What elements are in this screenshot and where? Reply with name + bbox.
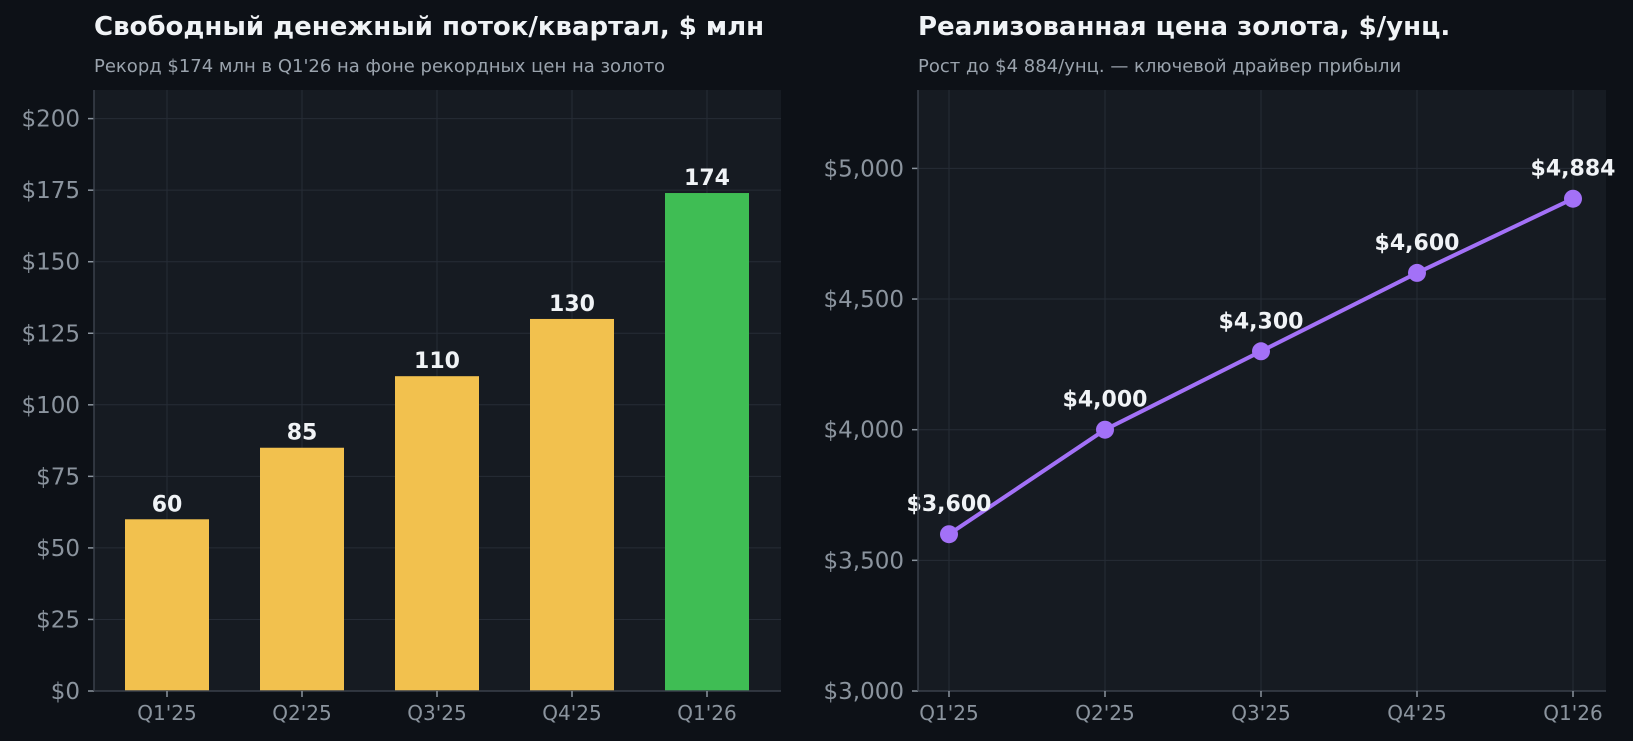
fcf-axes: $0 $25 $50 $75 $100 $125 $150 $175 $200 Q1'25 Q2'2…	[21, 90, 781, 725]
gold-gridlines	[918, 90, 1606, 692]
fcf-bar-value-label: 85	[287, 421, 318, 446]
gold-ytick-label: $3,500	[824, 548, 904, 574]
gold-ytick-label: $5,000	[824, 156, 904, 182]
fcf-bar	[125, 519, 209, 691]
gold-price-point	[1252, 342, 1270, 361]
fcf-ytick-label: $50	[36, 536, 80, 562]
gold-xtick-label: Q1'25	[919, 701, 978, 725]
gold-price-point	[1408, 263, 1426, 282]
fcf-xtick-label: Q2'25	[272, 701, 331, 725]
fcf-ytick-label: $25	[36, 607, 80, 633]
fcf-bar	[260, 447, 344, 691]
gold-xtick-label: Q4'25	[1387, 701, 1446, 725]
gold-xtick-label: Q1'26	[1543, 701, 1602, 725]
gold-price-value-label: $4,300	[1219, 309, 1304, 334]
gold-price-line-chart: Реализованная цена золота, $/унц. Рост д…	[824, 12, 1616, 725]
fcf-chart-subtitle: Рекорд $174 млн в Q1'26 на фоне рекордны…	[94, 56, 665, 77]
fcf-ytick-label: $0	[51, 679, 80, 705]
fcf-bars: 60 85 110 130 174	[125, 166, 749, 691]
gold-price-point	[940, 525, 958, 544]
gold-price-point	[1096, 420, 1114, 439]
fcf-xtick-label: Q1'25	[137, 701, 196, 725]
gold-axes: $3,000 $3,500 $4,000 $4,500 $5,000 Q1'25 Q2'25…	[824, 90, 1606, 725]
fcf-ytick-label: $175	[21, 178, 80, 204]
gold-xtick-label: Q2'25	[1075, 701, 1134, 725]
fcf-bar-value-label: 174	[684, 166, 730, 191]
fcf-bar	[395, 376, 479, 691]
gold-price-value-label: $4,600	[1375, 231, 1460, 256]
fcf-ytick-label: $150	[21, 250, 80, 276]
fcf-chart-title: Свободный денежный поток/квартал, $ млн	[94, 12, 764, 42]
gold-line-series: $3,600 $4,000 $4,300 $4,600 $4,884	[907, 157, 1616, 544]
fcf-ytick-label: $100	[21, 393, 80, 419]
gold-price-point	[1564, 189, 1582, 208]
fcf-xtick-label: Q4'25	[542, 701, 601, 725]
fcf-bar-chart: Свободный денежный поток/квартал, $ млн …	[21, 12, 781, 725]
fcf-xtick-label: Q3'25	[407, 701, 466, 725]
fcf-bar-value-label: 60	[152, 492, 183, 517]
fcf-bar-value-label: 130	[549, 292, 595, 317]
gold-price-value-label: $4,000	[1063, 388, 1148, 413]
gold-chart-title: Реализованная цена золота, $/унц.	[918, 12, 1450, 42]
gold-plot-area	[918, 90, 1606, 691]
gold-chart-subtitle: Рост до $4 884/унц. — ключевой драйвер п…	[918, 56, 1401, 77]
gold-ytick-label: $4,000	[824, 418, 904, 444]
fcf-bar	[530, 318, 614, 691]
fcf-ytick-label: $125	[21, 321, 80, 347]
gold-xtick-label: Q3'25	[1231, 701, 1290, 725]
fcf-bar	[665, 193, 749, 691]
gold-ytick-label: $4,500	[824, 287, 904, 313]
gold-price-value-label: $4,884	[1531, 157, 1616, 182]
fcf-xtick-label: Q1'26	[677, 701, 736, 725]
gold-ytick-label: $3,000	[824, 679, 904, 705]
gold-price-value-label: $3,600	[907, 492, 992, 517]
fcf-bar-value-label: 110	[414, 349, 460, 374]
fcf-ytick-label: $200	[21, 107, 80, 133]
fcf-ytick-label: $75	[36, 464, 80, 490]
